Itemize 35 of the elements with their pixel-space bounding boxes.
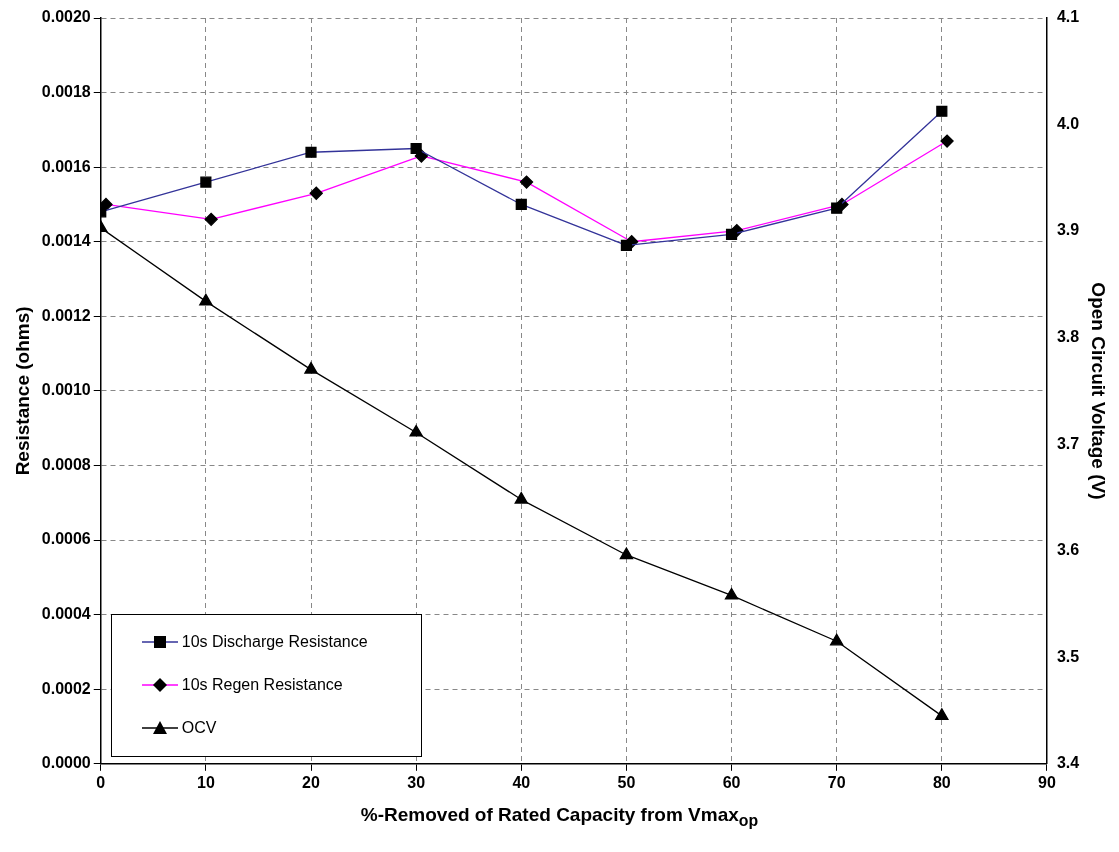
- x-tick-label: 0: [96, 773, 106, 791]
- x-tick-label: 90: [1038, 773, 1056, 791]
- y2-tick-label: 3.6: [1056, 541, 1080, 559]
- y-tick-label: 0.0016: [41, 157, 91, 175]
- x-axis-title: %-Removed of Rated Capacity from Vmax$_{op}$: [359, 803, 760, 830]
- x-tick-label: 10: [196, 773, 215, 791]
- x-tick-label: 80: [932, 773, 951, 791]
- x-tick-label: 70: [827, 773, 846, 791]
- x-tick-label: 60: [722, 773, 741, 791]
- legend-label: 10s Discharge Resistance: [181, 633, 368, 652]
- x-tick-label: 20: [302, 773, 321, 791]
- y-tick-label: 0.0020: [41, 8, 91, 26]
- y2-tick-label: 4.1: [1056, 8, 1080, 26]
- legend-label: 10s Regen Resistance: [181, 676, 343, 695]
- y2-tick-label: 3.9: [1056, 221, 1080, 239]
- y-axis-title: Resistance (ohms): [11, 306, 33, 476]
- x-tick-label: 40: [512, 773, 531, 791]
- y2-tick-label: 3.7: [1056, 434, 1080, 452]
- x-tick-label: 30: [407, 773, 426, 791]
- y-tick-label: 0.0014: [41, 232, 91, 250]
- y2-tick-label: 3.8: [1056, 328, 1080, 346]
- y-tick-label: 0.0018: [41, 82, 91, 100]
- y-tick-label: 0.0006: [41, 530, 91, 548]
- y-tick-label: 0.0010: [41, 381, 91, 399]
- y-tick-label: 0.0000: [41, 754, 91, 772]
- y2-tick-label: 3.4: [1056, 754, 1080, 772]
- y-tick-label: 0.0002: [41, 679, 91, 697]
- legend-label: OCV: [181, 719, 217, 738]
- y2-tick-label: 3.5: [1056, 647, 1080, 665]
- y-tick-label: 0.0012: [41, 306, 91, 324]
- y-tick-label: 0.0008: [41, 455, 91, 473]
- y2-axis-title: Open Circuit Voltage (V): [1088, 282, 1110, 500]
- y2-tick-label: 4.0: [1056, 114, 1080, 132]
- y-tick-label: 0.0004: [41, 605, 91, 623]
- x-tick-label: 50: [617, 773, 636, 791]
